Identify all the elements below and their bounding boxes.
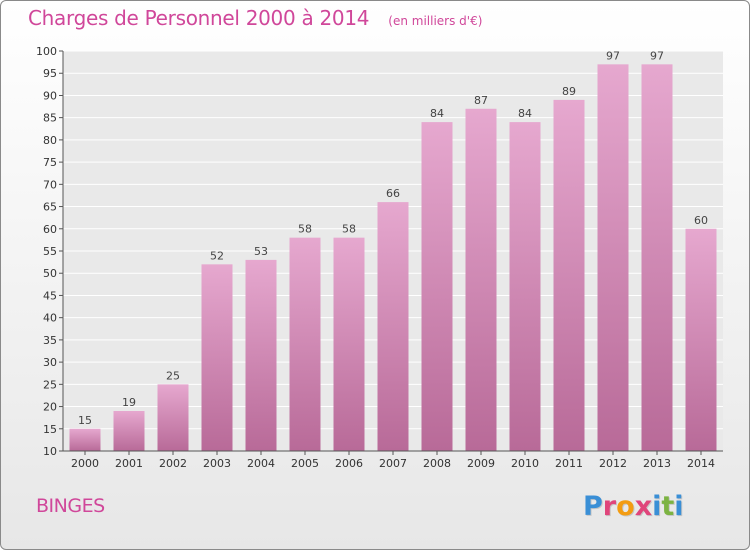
- bar-2003: [201, 264, 233, 451]
- value-label-2013: 97: [650, 49, 664, 62]
- bar-2007: [377, 202, 409, 451]
- value-label-2012: 97: [606, 49, 620, 62]
- y-tick-label: 80: [43, 134, 57, 147]
- x-tick-label: 2006: [335, 457, 363, 470]
- x-tick-label: 2003: [203, 457, 231, 470]
- bars: 15 19 25 52 53 58 58 66 84 87 84 89 97 97 60: [69, 49, 717, 452]
- logo-letter: i: [652, 491, 662, 522]
- logo-letter: t: [661, 491, 675, 522]
- x-tick-label: 2010: [511, 457, 539, 470]
- logo-letter: P: [583, 491, 603, 522]
- value-label-2008: 84: [430, 107, 444, 120]
- bar-2001: [113, 411, 145, 451]
- x-tick-label: 2008: [423, 457, 451, 470]
- title-row: Charges de Personnel 2000 à 2014 (en mil…: [28, 6, 482, 30]
- proxiti-logo: Proxiti: [583, 491, 684, 522]
- value-label-2000: 15: [78, 414, 92, 427]
- bar-2006: [333, 237, 365, 451]
- y-tick-label: 100: [36, 45, 57, 58]
- x-tick-label: 2009: [467, 457, 495, 470]
- x-tick-label: 2013: [643, 457, 671, 470]
- value-label-2009: 87: [474, 94, 488, 107]
- y-tick-label: 20: [43, 401, 57, 414]
- bar-2010: [509, 122, 541, 451]
- y-tick-label: 35: [43, 334, 57, 347]
- y-axis: 10 15 20 25 30 35 40 45 50 55 60 65 70 75 80 85 90 95 100: [36, 45, 64, 458]
- x-tick-label: 2007: [379, 457, 407, 470]
- y-tick-label: 65: [43, 201, 57, 214]
- y-tick-label: 10: [43, 445, 57, 458]
- x-tick-label: 2005: [291, 457, 319, 470]
- x-tick-label: 2014: [687, 457, 715, 470]
- x-axis: 2000 2001 2002 2003 2004 2005 2006 2007 2008 2009…: [63, 450, 723, 470]
- chart-title: Charges de Personnel 2000 à 2014: [28, 6, 370, 30]
- value-label-2001: 19: [122, 396, 136, 409]
- y-tick-label: 85: [43, 112, 57, 125]
- x-tick-label: 2000: [71, 457, 99, 470]
- y-tick-label: 60: [43, 223, 57, 236]
- x-tick-label: 2011: [555, 457, 583, 470]
- y-tick-label: 40: [43, 312, 57, 325]
- y-tick-label: 25: [43, 378, 57, 391]
- value-label-2005: 58: [298, 223, 312, 236]
- bar-2000: [69, 428, 101, 451]
- logo-letter: i: [674, 491, 684, 522]
- bar-2011: [553, 99, 585, 451]
- x-tick-label: 2012: [599, 457, 627, 470]
- bar-2012: [597, 64, 629, 452]
- bar-2013: [641, 64, 673, 452]
- value-label-2002: 25: [166, 369, 180, 382]
- x-tick-label: 2001: [115, 457, 143, 470]
- chart-subtitle: (en milliers d'€): [388, 14, 483, 28]
- logo-letter: o: [616, 491, 635, 522]
- y-tick-label: 15: [43, 423, 57, 436]
- bar-2009: [465, 108, 497, 452]
- y-tick-label: 45: [43, 289, 57, 302]
- y-tick-label: 75: [43, 156, 57, 169]
- bar-2008: [421, 122, 453, 451]
- value-label-2011: 89: [562, 85, 576, 98]
- y-tick-label: 90: [43, 89, 57, 102]
- bar-2014: [685, 228, 717, 451]
- value-label-2007: 66: [386, 187, 400, 200]
- place-name: BINGES: [36, 495, 105, 517]
- value-label-2006: 58: [342, 223, 356, 236]
- y-tick-label: 70: [43, 178, 57, 191]
- bar-2005: [289, 237, 321, 451]
- value-label-2003: 52: [210, 249, 224, 262]
- bar-2002: [157, 384, 189, 451]
- value-label-2010: 84: [518, 107, 532, 120]
- y-tick-label: 95: [43, 67, 57, 80]
- value-label-2004: 53: [254, 245, 268, 258]
- x-tick-label: 2002: [159, 457, 187, 470]
- x-tick-label: 2004: [247, 457, 275, 470]
- logo-letter: x: [634, 491, 653, 522]
- y-tick-label: 30: [43, 356, 57, 369]
- y-tick-label: 55: [43, 245, 57, 258]
- logo-letter: r: [602, 491, 617, 522]
- value-label-2014: 60: [694, 214, 708, 227]
- bar-2004: [245, 259, 277, 451]
- y-tick-label: 50: [43, 267, 57, 280]
